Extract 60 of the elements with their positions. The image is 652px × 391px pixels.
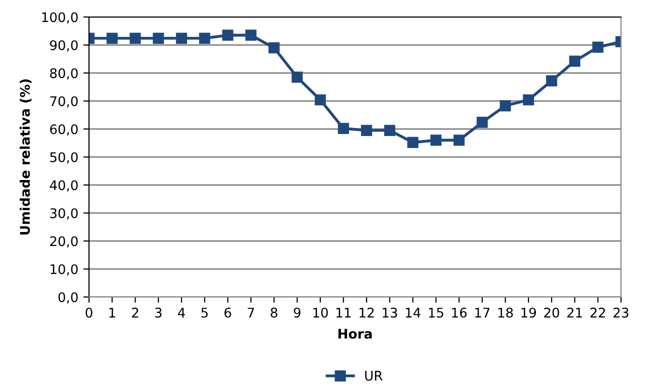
point xyxy=(522,94,534,106)
y-tick-label: 100,0 xyxy=(42,12,78,24)
y-tick-label: 80,0 xyxy=(50,68,78,80)
x-tick-label: 9 xyxy=(294,308,300,318)
x-tick-label: 23 xyxy=(614,308,628,318)
x-tick-label: 21 xyxy=(567,308,582,318)
point xyxy=(476,116,488,128)
x-tick-label: 8 xyxy=(270,308,278,318)
y-tick-label: 20,0 xyxy=(50,236,78,248)
point xyxy=(592,42,604,53)
x-tick-label: 0 xyxy=(86,308,92,318)
x-tick-label: 22 xyxy=(590,308,605,318)
point xyxy=(338,122,349,134)
x-axis-title: Hora xyxy=(338,328,372,339)
x-tick-label: 18 xyxy=(498,308,513,318)
x-tick-label: 20 xyxy=(544,308,560,318)
point xyxy=(130,32,141,44)
point xyxy=(407,136,418,148)
x-tick-label: 2 xyxy=(132,308,138,318)
x-tick-label: 10 xyxy=(313,308,328,318)
point xyxy=(292,72,303,83)
x-tick-label: 6 xyxy=(224,308,232,318)
y-tick-label: 70,0 xyxy=(50,96,78,108)
x-tick-label: 16 xyxy=(452,308,467,318)
point xyxy=(245,30,256,41)
x-tick-label: 14 xyxy=(406,308,420,318)
x-tick-label: 19 xyxy=(522,308,536,318)
x-tick-label: 13 xyxy=(382,308,398,318)
point xyxy=(106,32,118,44)
point xyxy=(222,30,234,41)
x-tick-label: 11 xyxy=(336,308,351,318)
x-tick-label: 4 xyxy=(178,308,185,318)
x-tick-label: 15 xyxy=(429,308,444,318)
y-tick-label: 60,0 xyxy=(50,124,78,136)
x-tick-label: 7 xyxy=(248,308,254,318)
y-tick-label: 50,0 xyxy=(50,152,78,164)
point xyxy=(500,100,511,112)
x-tick-label: 17 xyxy=(475,308,490,318)
point xyxy=(361,124,372,136)
point xyxy=(152,32,164,44)
point xyxy=(314,94,326,106)
x-tick-label: 12 xyxy=(360,308,374,318)
point xyxy=(569,56,580,67)
point xyxy=(176,32,188,44)
point xyxy=(430,134,442,146)
point xyxy=(546,75,558,86)
x-tick-label: 3 xyxy=(155,308,162,318)
point xyxy=(199,32,210,44)
y-tick-label: 0,0 xyxy=(58,292,78,304)
legend-label: UR xyxy=(365,370,383,381)
point xyxy=(454,134,465,146)
y-tick-label: 40,0 xyxy=(50,180,78,192)
y-axis-title: Umidade relativa (%) xyxy=(20,79,32,234)
y-tick-label: 90,0 xyxy=(50,40,78,52)
point xyxy=(384,124,396,136)
x-tick-label: 1 xyxy=(109,308,116,318)
y-tick-label: 30,0 xyxy=(50,208,78,220)
point xyxy=(268,42,280,54)
y-tick-label: 10,0 xyxy=(50,264,78,276)
x-tick-label: 5 xyxy=(201,308,208,318)
